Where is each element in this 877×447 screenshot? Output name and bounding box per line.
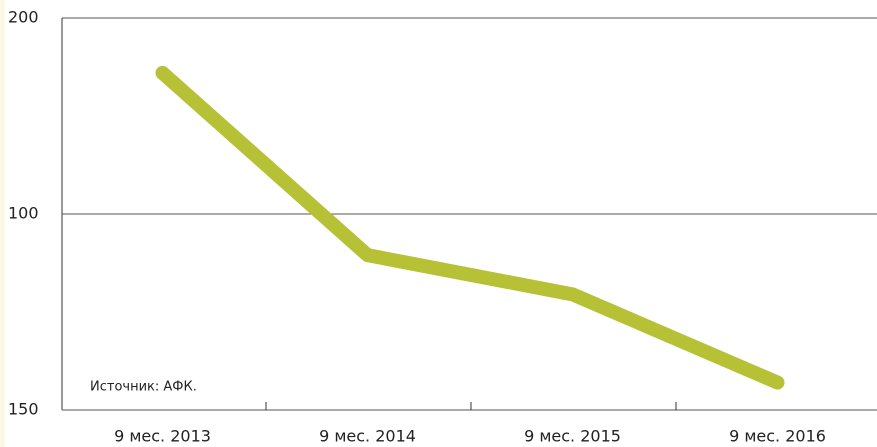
source-note: Источник: АФК. (90, 380, 197, 395)
y-tick-label: 100 (8, 204, 39, 223)
y-tick-label: 150 (8, 400, 39, 419)
x-tick-label: 9 мес. 2015 (524, 427, 621, 446)
data-line (155, 65, 785, 390)
x-tick-label: 9 мес. 2013 (114, 427, 211, 446)
y-tick-label: 200 (8, 8, 39, 27)
left-strip (0, 0, 5, 447)
x-tick-label: 9 мес. 2014 (319, 427, 416, 446)
x-tick-label: 9 мес. 2016 (729, 427, 826, 446)
